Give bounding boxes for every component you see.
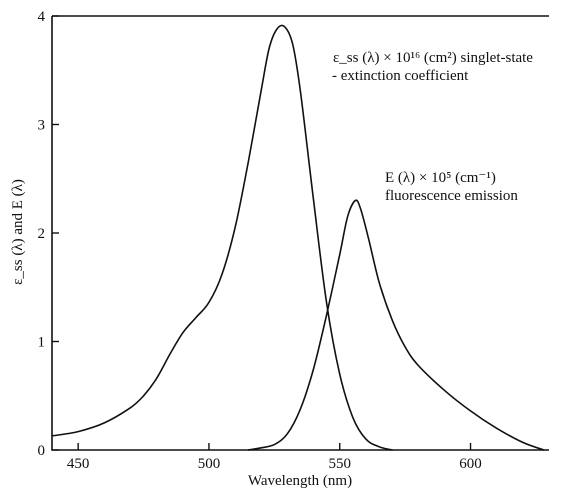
extinction-label-line-1: ε_ss (λ) × 10¹⁶ (cm²) singlet-state [333,50,533,66]
extinction-label-line-2: - extinction coefficient [332,68,469,84]
curves [51,24,545,451]
y-axis-label: ε_ss (λ) and E (λ) [10,179,26,285]
extinction-coefficient-label: ε_ss (λ) × 10¹⁶ (cm²) singlet-state - ex… [332,50,533,84]
emission-label-line-2: fluorescence emission [385,188,518,204]
extinction-label-text: extinction coefficient [341,68,469,84]
extinction-coefficient-curve [51,24,393,451]
y-tick-label-4: 4 [38,9,46,25]
y-tick-label-2: 2 [38,226,46,242]
x-tick-label-550: 550 [328,456,351,472]
extinction-label-dash: - [332,68,341,84]
axes [51,15,549,451]
x-axis-label: Wavelength (nm) [248,473,352,488]
axes-frame [51,15,549,451]
x-tick-label-450: 450 [67,456,90,472]
fluorescence-emission-label: E (λ) × 10⁵ (cm⁻¹) fluorescence emission [385,170,518,204]
fluorescence-emission-curve [247,199,545,451]
emission-label-line-1: E (λ) × 10⁵ (cm⁻¹) [385,170,496,186]
x-tick-label-600: 600 [459,456,482,472]
ticks: 450 500 550 600 0 1 2 3 4 [38,9,482,472]
x-tick-label-500: 500 [198,456,221,472]
y-tick-label-3: 3 [38,118,46,134]
y-tick-label-1: 1 [38,335,46,351]
y-tick-label-0: 0 [38,443,46,459]
